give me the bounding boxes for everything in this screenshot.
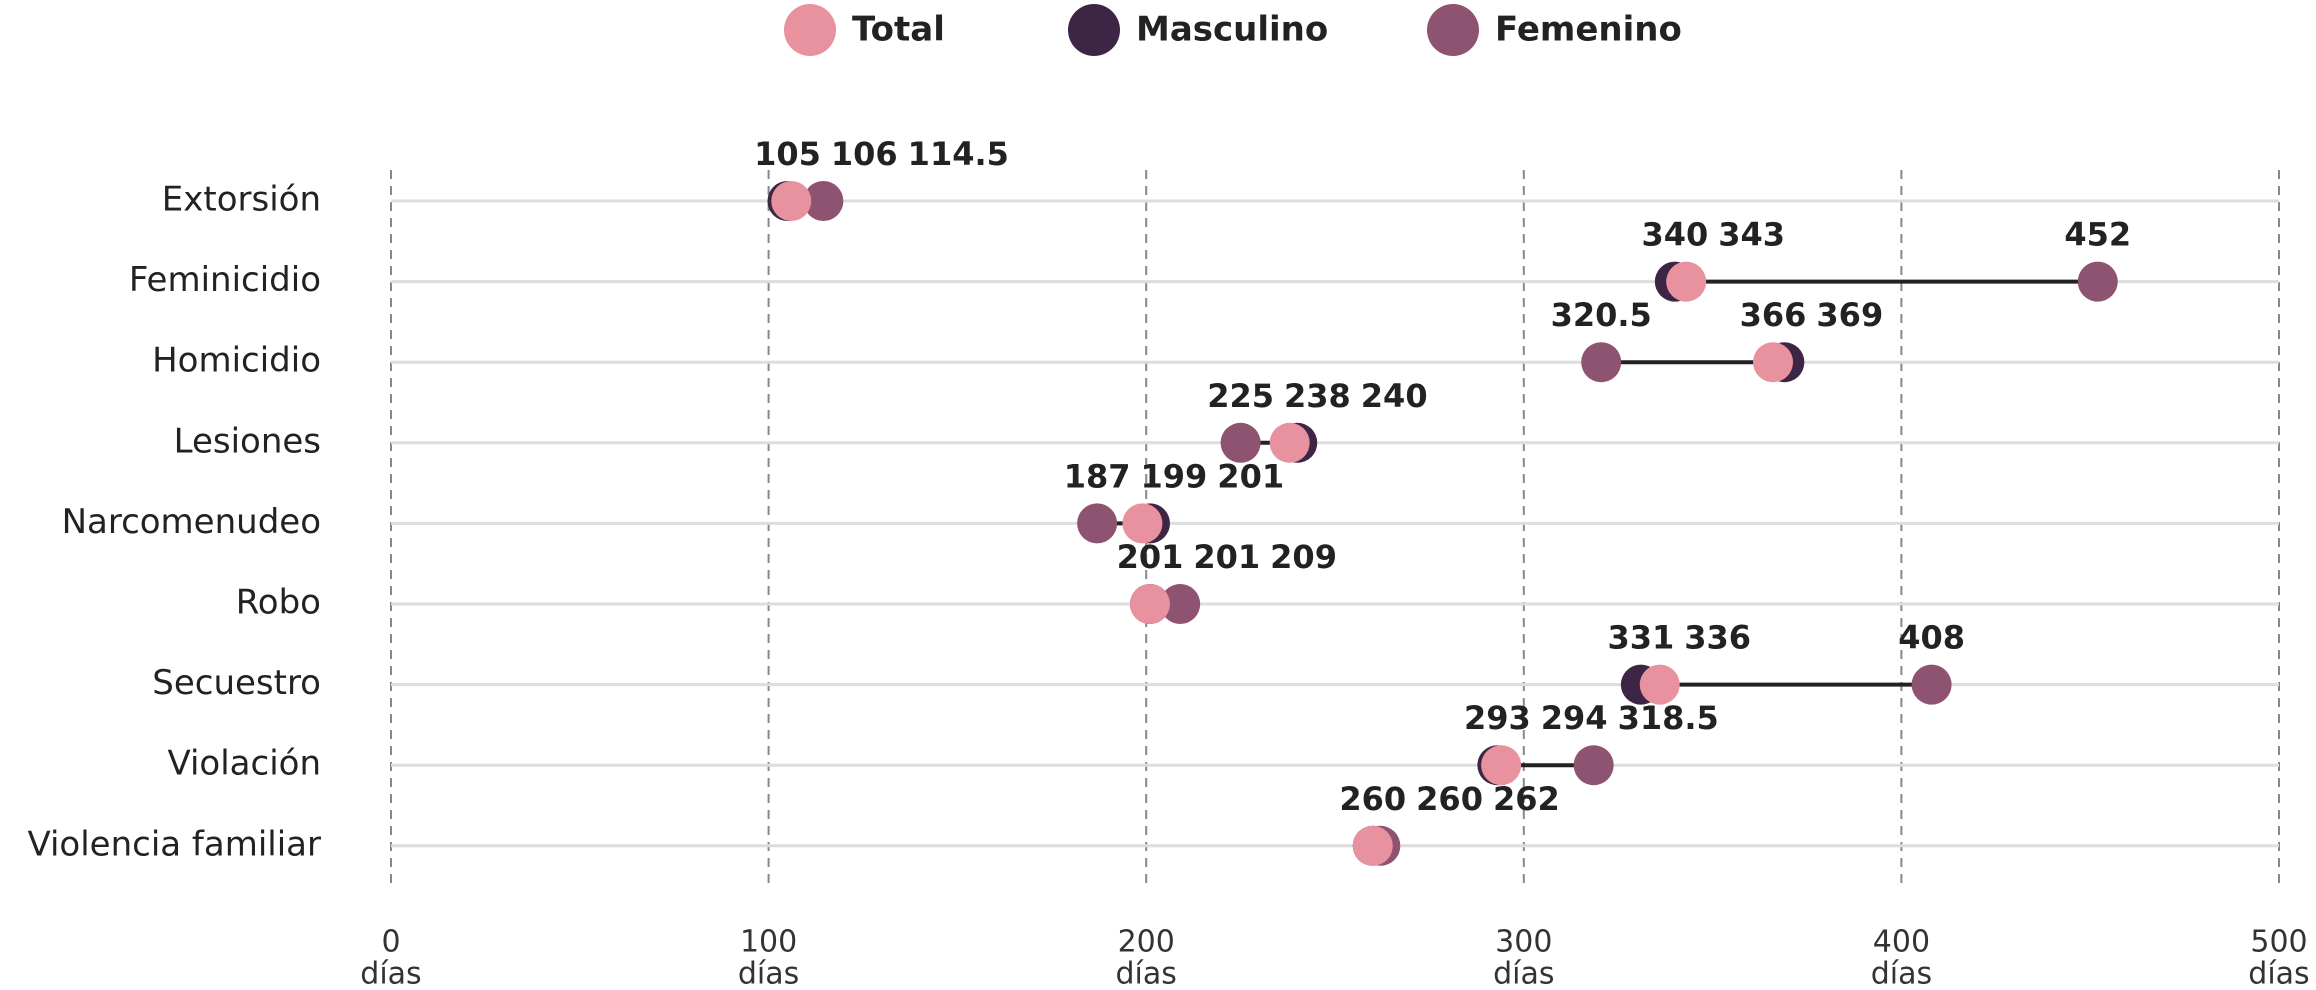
dot [803,181,844,221]
dot [1077,503,1118,544]
data-label: 294 [1541,699,1608,737]
data-label: 260 [1416,780,1483,818]
data-label: 331 [1607,619,1674,657]
category-label: Robo [236,583,321,623]
data-label: 336 [1684,619,1751,657]
category-label: Narcomenudeo [62,502,321,542]
dot [2077,261,2118,302]
dot [1573,745,1614,786]
dot [1481,745,1522,786]
x-tick-label: 400 [1873,925,1930,960]
x-tick-label: 0 [381,925,400,960]
x-tick-unit: días [1493,957,1554,990]
data-label: 114.5 [908,135,1009,173]
data-label: 343 [1718,216,1785,254]
data-label: 320.5 [1551,296,1652,334]
data-label: 238 [1284,377,1351,415]
x-tick-unit: días [360,957,421,990]
x-tick-label: 200 [1118,925,1175,960]
data-label: 201 [1217,457,1284,495]
data-label: 318.5 [1618,699,1719,737]
legend-label: Total [852,10,945,50]
data-label: 187 [1064,457,1131,495]
data-label: 105 [754,135,821,173]
data-label: 240 [1361,377,1428,415]
x-tick-unit: días [1871,957,1932,990]
category-label: Lesiones [174,421,321,461]
dot [1639,664,1680,705]
category-label: Violación [167,744,321,784]
x-tick-unit: días [1115,957,1176,990]
category-label: Homicidio [152,341,321,381]
data-label: 369 [1816,296,1883,334]
data-label: 366 [1740,296,1807,334]
data-label: 225 [1207,377,1274,415]
legend-label: Masculino [1136,10,1328,50]
dot [1160,584,1201,624]
x-tick-label: 100 [740,925,797,960]
dot [1129,584,1170,624]
legend-swatch [1068,4,1120,56]
data-label: 340 [1641,216,1708,254]
data-label: 260 [1339,780,1406,818]
legend-label: Femenino [1495,10,1682,50]
dot [1581,342,1622,383]
dot [771,181,812,221]
data-label: 106 [831,135,898,173]
data-label: 408 [1898,619,1965,657]
x-tick-unit: días [738,957,799,990]
x-tick-unit: días [2248,957,2309,990]
dot [1269,422,1310,463]
category-label: Feminicidio [129,260,321,300]
dot [1753,342,1794,383]
legend-swatch [1427,4,1479,56]
dot [1122,503,1163,544]
data-label: 201 [1193,538,1260,576]
data-label: 452 [2064,216,2131,254]
dot [1352,825,1393,866]
legend-swatch [784,4,836,56]
category-label: Violencia familiar [27,824,321,864]
category-label: Secuestro [152,663,321,703]
data-label: 262 [1493,780,1560,818]
data-label: 199 [1141,457,1208,495]
dot [1911,664,1952,705]
data-label: 209 [1270,538,1337,576]
data-label: 201 [1117,538,1184,576]
dot [1666,261,1707,302]
dot [1220,422,1261,463]
data-label: 293 [1464,699,1531,737]
category-label: Extorsión [162,180,321,220]
x-tick-label: 500 [2250,925,2307,960]
x-tick-label: 300 [1495,925,1552,960]
